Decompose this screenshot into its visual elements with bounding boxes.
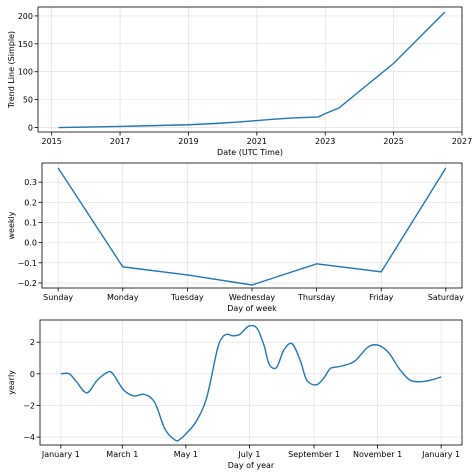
yearly-x-tick-label: March 1 <box>106 450 138 459</box>
weekly-y-axis-label: weekly <box>7 211 16 239</box>
yearly-series-line <box>60 324 442 442</box>
yearly-x-tick-label: January 1 <box>421 450 460 459</box>
trend-x-tick-label: 2015 <box>41 137 61 146</box>
trend-x-tick-label: 2023 <box>315 137 335 146</box>
weekly-x-tick-label: Monday <box>107 293 139 302</box>
trend-x-tick-label: 2025 <box>383 137 403 146</box>
weekly-x-tick-label: Thursday <box>297 293 335 302</box>
yearly-x-axis-label: Day of year <box>228 461 275 470</box>
weekly-x-tick-label: Sunday <box>43 293 73 302</box>
yearly-y-tick-label: 0 <box>30 370 35 379</box>
trend-series-line <box>58 11 446 129</box>
trend-y-tick-label: 200 <box>18 12 33 21</box>
weekly-x-tick-label: Saturday <box>428 293 464 302</box>
yearly-y-tick-label: 2 <box>30 338 35 347</box>
weekly-y-tick-label: −0.2 <box>18 279 37 288</box>
weekly-series-line <box>57 167 447 286</box>
yearly-plot-frame <box>39 319 463 446</box>
yearly-x-tick-label: September 1 <box>288 450 340 459</box>
yearly-y-axis-label: yearly <box>7 370 16 395</box>
trend-y-tick-label: 0 <box>28 124 33 133</box>
yearly-y-tick-label: −4 <box>23 433 35 442</box>
weekly-y-tick-label: 0.2 <box>24 198 37 207</box>
weekly-x-axis-label: Day of week <box>227 304 277 313</box>
yearly-y-tick-label: −2 <box>23 401 35 410</box>
trend-x-axis-label: Date (UTC Time) <box>217 148 283 157</box>
weekly-x-tick-label: Wednesday <box>229 293 276 302</box>
trend-y-tick-label: 100 <box>18 68 33 77</box>
trend-x-tick-label: 2019 <box>178 137 198 146</box>
yearly-x-tick-label: May 1 <box>174 450 198 459</box>
trend-plot-frame <box>37 6 463 133</box>
trend-x-tick-label: 2017 <box>110 137 130 146</box>
trend-x-tick-label: 2021 <box>247 137 267 146</box>
trend-y-tick-label: 50 <box>23 96 33 105</box>
weekly-y-tick-label: −0.1 <box>18 259 37 268</box>
trend-y-tick-label: 150 <box>18 40 33 49</box>
weekly-y-tick-label: 0.1 <box>24 218 37 227</box>
yearly-x-tick-label: July 1 <box>237 450 260 459</box>
weekly-x-tick-label: Tuesday <box>170 293 204 302</box>
trend-x-tick-label: 2027 <box>452 137 472 146</box>
trend-y-axis-label: Trend Line (Simple) <box>7 31 16 109</box>
yearly-x-tick-label: November 1 <box>353 450 402 459</box>
weekly-x-tick-label: Friday <box>369 293 394 302</box>
weekly-y-tick-label: 0.3 <box>24 178 37 187</box>
yearly-x-tick-label: January 1 <box>41 450 80 459</box>
weekly-y-tick-label: 0.0 <box>24 239 37 248</box>
